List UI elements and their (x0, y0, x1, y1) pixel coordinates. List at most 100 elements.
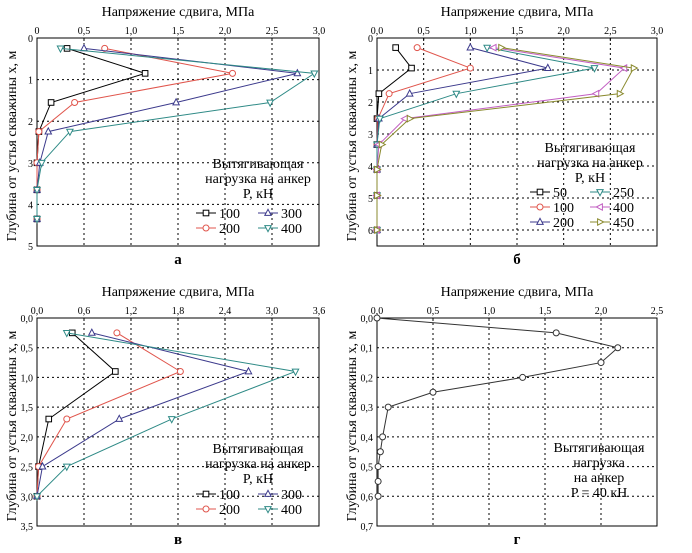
data-point (590, 65, 599, 73)
data-point (32, 216, 42, 224)
y-tick-label: 2,5 (21, 463, 34, 474)
legend-title: на анкер (574, 471, 625, 486)
data-point (62, 463, 71, 472)
x-tick-label: 3,0 (266, 306, 279, 317)
legend-marker (202, 505, 210, 513)
legend-label: 300 (281, 488, 302, 503)
legend-marker (263, 208, 273, 216)
data-point (172, 97, 181, 106)
series-line (36, 47, 147, 219)
y-tick-label: 1,0 (21, 373, 34, 384)
y-tick-label: 1 (28, 76, 33, 87)
series-40 (373, 314, 622, 500)
data-point (614, 344, 622, 352)
x-tick-label: 2,5 (651, 306, 664, 317)
legend-marker (535, 217, 545, 225)
x-tick-label: 0,5 (427, 306, 440, 317)
y-tick-label: 0,6 (361, 492, 374, 503)
y-tick-label: 3 (28, 159, 33, 170)
x-tick-label: 0 (35, 26, 40, 37)
series-450 (374, 43, 639, 235)
legend-label: 400 (281, 222, 302, 237)
legend-title: P, кН (575, 171, 605, 186)
data-point (488, 43, 497, 52)
legend-marker (263, 225, 273, 233)
data-point (293, 68, 302, 77)
y-tick-label: 0,7 (361, 522, 374, 533)
y-axis-title: Глубина от устья скважины x, м (345, 50, 360, 241)
data-point (630, 64, 639, 73)
y-axis-title: Глубина от устья скважины x, м (5, 330, 20, 521)
data-point (374, 165, 382, 174)
data-point (112, 368, 119, 375)
x-tick-label: 2,4 (219, 306, 232, 317)
series-line (36, 47, 233, 219)
data-point (466, 64, 474, 72)
data-point (374, 225, 382, 235)
series-400 (372, 43, 628, 235)
series-50 (373, 44, 415, 234)
data-point (376, 448, 384, 456)
panel-label: а (174, 252, 182, 268)
legend-label: 400 (613, 201, 634, 216)
x-tick-label: 3,0 (651, 26, 664, 37)
legend-title: Вытягивающая (213, 442, 304, 457)
data-point (56, 45, 65, 54)
x-tick-label: 1,0 (483, 306, 496, 317)
data-point (65, 128, 74, 137)
x-tick-label: 1,8 (172, 306, 185, 317)
data-point (244, 366, 253, 375)
data-point (466, 42, 475, 51)
data-point (266, 99, 275, 108)
y-tick-label: 0,5 (21, 344, 34, 355)
legend-title: P = 40 кН (571, 486, 628, 501)
data-point (310, 70, 319, 79)
panel-б: 0,0 0,5 1,0 1,5 2,0 2,5 3,0 0 1 2 3 4 5 6 Напряжение с… (345, 5, 663, 268)
data-point (405, 88, 414, 97)
data-point (291, 368, 300, 377)
series-300 (32, 328, 253, 500)
legend-label: 450 (613, 216, 634, 231)
x-tick-label: 2,0 (219, 26, 232, 37)
panel-в: 0,0 0,6 1,2 1,8 2,4 3,0 3,6 0,0 0,5 1,0 1,5 2,0 2,5 3… (5, 285, 325, 548)
x-tick-label: 2,0 (595, 306, 608, 317)
legend-title: нагрузка на анкер (205, 172, 311, 187)
y-tick-label: 0,3 (361, 403, 374, 414)
x-tick-label: 1,2 (125, 306, 138, 317)
x-tick-label: 0,6 (78, 306, 91, 317)
data-point (392, 44, 399, 51)
x-tick-label: 0,0 (31, 306, 44, 317)
data-point (378, 140, 387, 149)
legend-label: 100 (219, 207, 240, 222)
legend-label: 300 (281, 207, 302, 222)
data-point (373, 314, 381, 322)
x-tick-label: 0,5 (78, 26, 91, 37)
x-tick-label: 2,5 (266, 26, 279, 37)
plot-frame (36, 317, 320, 527)
data-point (597, 359, 605, 367)
data-point (384, 403, 392, 411)
x-tick-label: 1,5 (539, 306, 552, 317)
data-point (101, 44, 109, 52)
plot-frame (376, 317, 658, 527)
y-tick-label: 3,5 (21, 522, 34, 533)
y-tick-label: 0,5 (361, 463, 374, 474)
y-tick-label: 0 (28, 34, 33, 45)
legend-label: 50 (553, 186, 567, 201)
x-tick-label: 3,0 (313, 26, 326, 37)
x-tick-label: 1,5 (172, 26, 185, 37)
data-point (452, 90, 461, 99)
series-400 (32, 329, 300, 502)
data-point (141, 70, 149, 77)
legend-marker (536, 203, 544, 211)
data-point (32, 186, 42, 195)
data-point (113, 329, 121, 337)
data-point (374, 492, 382, 500)
legend-marker (202, 224, 210, 232)
x-tick-label: 1,0 (464, 26, 477, 37)
legend-title: Вытягивающая (213, 157, 304, 172)
series-200 (33, 329, 184, 500)
